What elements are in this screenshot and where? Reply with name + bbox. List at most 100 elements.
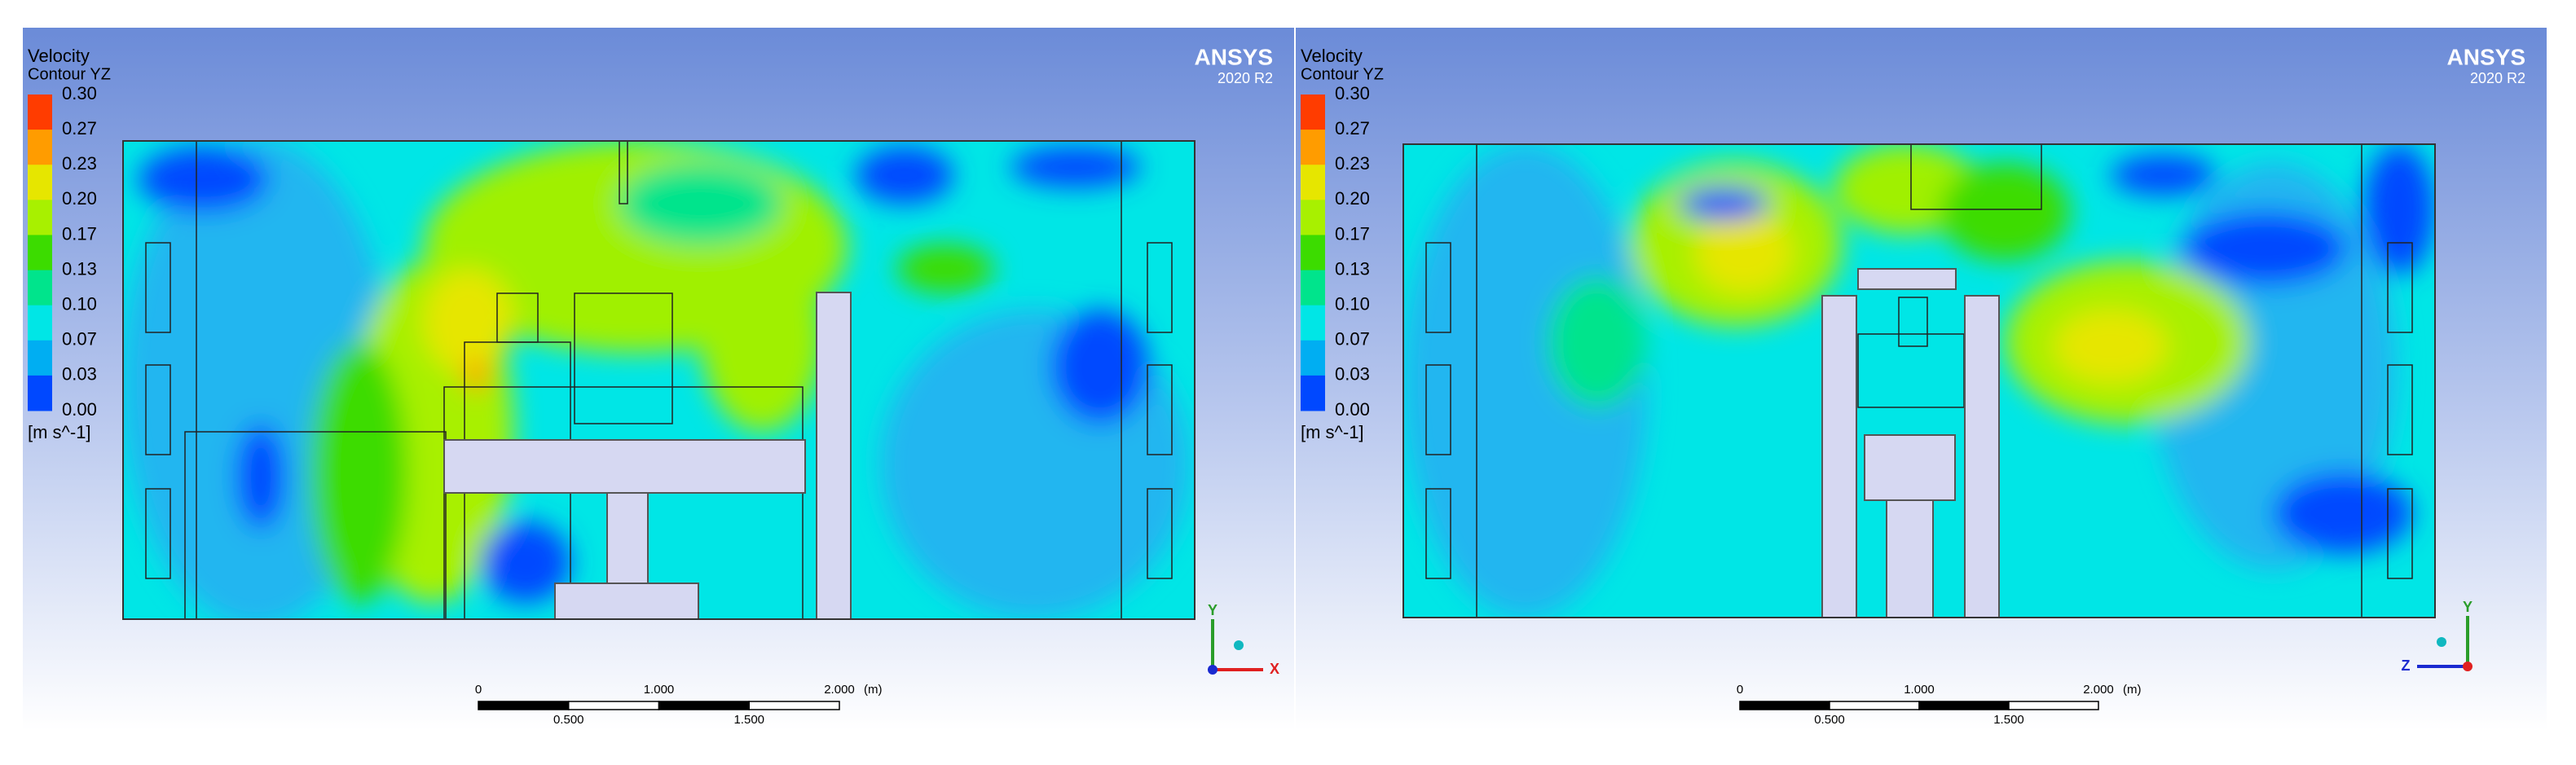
domain-border [122,140,1196,620]
legend-band [1301,200,1325,235]
contour-region [1011,147,1141,187]
legend-band [28,95,52,130]
legend-level: 0.07 [62,329,97,350]
legend-band [28,165,52,200]
contour-region [2184,212,2347,285]
contour-region [481,521,570,603]
contour-region [2363,144,2435,275]
brand: ANSYS [1195,44,1273,69]
version: 2020 R2 [2470,70,2525,86]
contour-region [424,269,513,375]
scale-segment [568,701,660,710]
scale-label: 2.000 [824,683,855,697]
legend-band [1301,130,1325,165]
contour-field [1403,144,2435,618]
domain-border [1402,143,2436,618]
legend-unit: [m s^-1] [28,422,91,442]
scale-label: 0.500 [1814,713,1845,727]
axis-indicator [1234,640,1244,650]
side-box [2387,488,2413,579]
legend-level: 0.27 [1335,118,1370,138]
geometry-part [1886,499,1934,618]
contour-region [856,147,953,204]
geometry-part [1864,434,1956,501]
legend-level: 0.20 [1335,188,1370,209]
side-box [145,364,171,455]
side-box [1147,364,1173,455]
legend-level: 0.00 [1335,399,1370,420]
geometry-part [443,439,806,494]
side-box [1147,488,1173,579]
axis-indicator [2437,637,2446,647]
side-box [1425,364,1451,455]
axis-label: Y [2463,599,2473,615]
contour-region [2274,473,2412,554]
scale-unit: (m) [2123,683,2142,697]
axis-origin [2463,662,2473,671]
legend-subtitle: Contour YZ [1301,65,1384,83]
outline-box [443,386,804,619]
geometry-part [606,492,649,587]
legend-band [28,200,52,235]
legend-level: 0.30 [62,83,97,103]
contour-region [1679,187,1768,220]
contour-region [310,342,407,603]
axis-label: X [1270,661,1279,677]
geometry-part [816,292,852,619]
legend-level: 0.13 [62,258,97,279]
outline-box [184,431,447,619]
side-box [1425,488,1451,579]
side-box [1425,242,1451,333]
legend-level: 0.07 [1335,329,1370,350]
axis-label: Z [2402,657,2411,674]
contour-region [465,358,489,391]
contour-field [123,141,1195,619]
geometry-part [1857,268,1957,290]
contour-region [1403,144,1648,618]
geometry-part [554,583,699,619]
legend-band [28,270,52,306]
legend-level: 0.13 [1335,258,1370,279]
scale-segment [658,701,750,710]
legend-level: 0.00 [62,399,97,420]
axis-origin [1208,665,1218,675]
legend-level: 0.23 [62,153,97,174]
scale-segment [1739,701,1830,710]
side-box [145,488,171,579]
legend-band [28,235,52,271]
scale-label: 1.000 [1904,683,1935,697]
contour-blobs [1403,144,2435,618]
legend-level: 0.30 [1335,83,1370,103]
legend-level: 0.10 [1335,293,1370,314]
legend-title: Velocity [1301,46,1363,66]
legend-band [1301,270,1325,306]
contour-region [236,424,285,530]
legend-level: 0.03 [62,364,97,385]
contour-region [139,147,269,212]
legend-level: 0.03 [1335,364,1370,385]
legend-band [1301,305,1325,341]
legend-band [1301,340,1325,376]
side-box [1147,242,1173,333]
legend-level: 0.27 [62,118,97,138]
side-box [2387,364,2413,455]
legend-level: 0.23 [1335,153,1370,174]
contour-region [2054,310,2168,383]
scale-label: 1.500 [1993,713,2024,727]
legend-title: Velocity [28,46,90,66]
contour-region [1548,277,1646,407]
version: 2020 R2 [1218,70,1273,86]
legend-level: 0.10 [62,293,97,314]
outline-box [1898,297,1928,347]
legend-band [28,130,52,165]
legend-band [28,305,52,341]
legend-level: 0.17 [62,223,97,244]
scale-label: 1.500 [733,713,764,727]
outline-box [1910,144,2042,210]
scale-label: 0 [1737,683,1743,697]
outline-box [574,292,673,424]
contour-region [1695,212,1793,293]
scale-label: 2.000 [2083,683,2114,697]
